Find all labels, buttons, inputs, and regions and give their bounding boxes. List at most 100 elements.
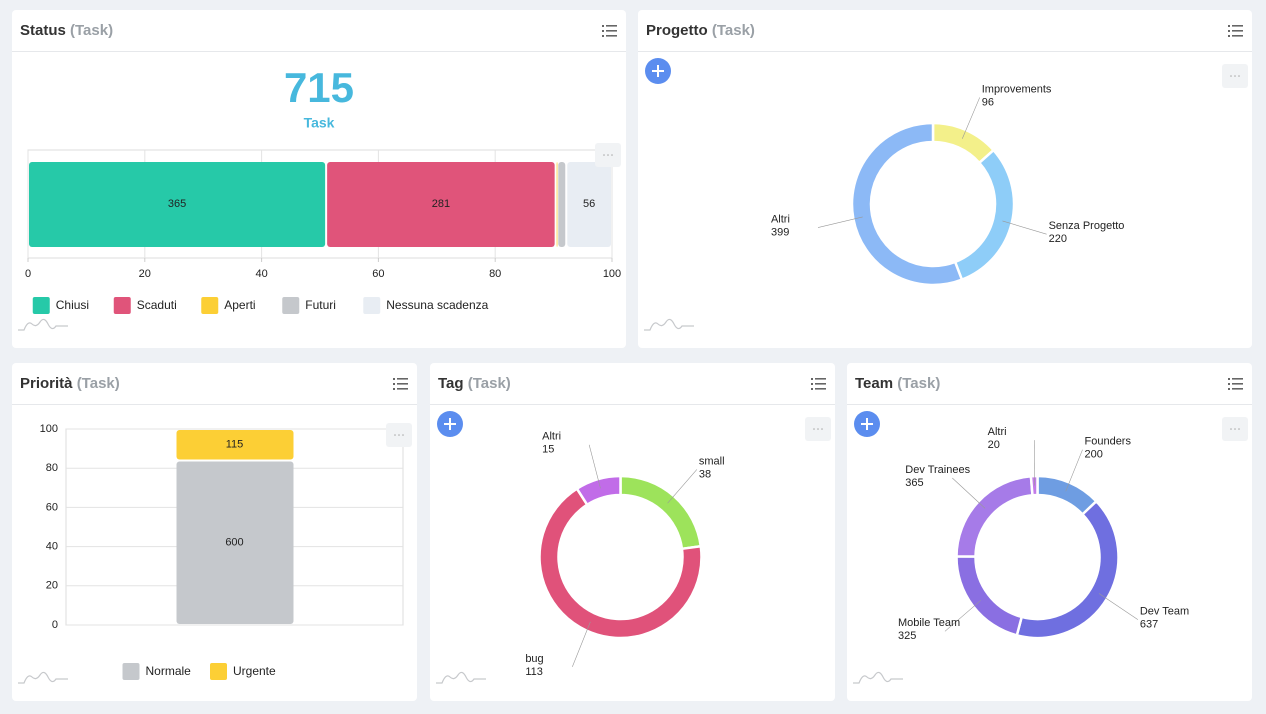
bar-segment[interactable] — [29, 162, 326, 247]
more-button[interactable] — [1222, 417, 1248, 441]
list-icon[interactable] — [1228, 378, 1243, 390]
dot — [1238, 428, 1240, 430]
more-button[interactable] — [595, 143, 621, 167]
watermark-icon — [853, 671, 903, 684]
slice-value: 220 — [1049, 233, 1067, 245]
more-button[interactable] — [1222, 64, 1248, 88]
icon-dot — [1228, 25, 1230, 27]
y-tick-label: 80 — [46, 462, 58, 474]
legend-label[interactable]: Normale — [146, 664, 192, 678]
icon-dot — [811, 388, 813, 390]
icon-line — [397, 388, 408, 390]
dot — [817, 428, 819, 430]
legend-swatch[interactable] — [32, 297, 50, 314]
slice-label: small — [699, 455, 725, 467]
icon-dot — [393, 378, 395, 380]
title-text: Status — [20, 22, 66, 39]
bar-segment[interactable] — [567, 162, 611, 247]
icon-dot — [602, 35, 604, 37]
slice-label: Altri — [988, 426, 1007, 438]
bar-value-label: 365 — [168, 198, 186, 210]
donut-slice[interactable] — [850, 121, 964, 287]
watermark-icon — [18, 318, 68, 331]
panel-title: Progetto (Task) — [646, 22, 755, 39]
dot — [398, 434, 400, 436]
panel-title: Status (Task) — [20, 22, 113, 39]
slice-value: 96 — [982, 96, 994, 108]
panel-title: Tag (Task) — [438, 375, 511, 392]
icon-dot — [1228, 35, 1230, 37]
leader-line — [572, 621, 591, 668]
icon-dot — [1228, 388, 1230, 390]
donut-slice[interactable] — [1029, 474, 1039, 497]
legend-swatch[interactable] — [363, 297, 381, 314]
legend-label[interactable]: Chiusi — [56, 298, 89, 312]
legend-label[interactable]: Nessuna scadenza — [386, 298, 488, 312]
bar-segment[interactable] — [327, 162, 555, 247]
slice-label: bug — [525, 653, 543, 665]
legend-swatch[interactable] — [113, 297, 131, 314]
slice-label: Altri — [771, 213, 790, 225]
dot — [607, 154, 609, 156]
add-button[interactable] — [437, 411, 463, 437]
legend-swatch[interactable] — [122, 663, 140, 680]
add-button[interactable] — [854, 411, 880, 437]
slice-label: Dev Team — [1140, 606, 1189, 618]
bar-segment[interactable] — [556, 162, 558, 247]
legend-swatch[interactable] — [210, 663, 227, 680]
icon-line — [606, 30, 617, 32]
dot — [1230, 428, 1232, 430]
bar-segment[interactable] — [558, 162, 566, 247]
dot — [1234, 75, 1236, 77]
slice-label: Improvements — [982, 83, 1052, 95]
icon-dot — [393, 383, 395, 385]
icon-line — [606, 25, 617, 27]
donut-slice[interactable] — [538, 487, 703, 640]
add-button[interactable] — [645, 58, 671, 84]
icon-dot — [1228, 30, 1230, 32]
y-tick-label: 20 — [46, 580, 58, 592]
title-subtitle: (Task) — [77, 375, 120, 392]
slice-label: Altri — [542, 431, 561, 443]
icon-dot — [602, 25, 604, 27]
dot — [394, 434, 396, 436]
legend-swatch[interactable] — [201, 297, 219, 314]
more-button[interactable] — [805, 417, 831, 441]
dot — [1234, 428, 1236, 430]
panel — [430, 363, 835, 701]
bar-segment[interactable] — [176, 430, 294, 460]
title-text: Tag — [438, 375, 464, 392]
bar-segment[interactable] — [176, 461, 294, 624]
list-icon[interactable] — [393, 378, 408, 390]
list-icon[interactable] — [1228, 25, 1243, 37]
donut-slice[interactable] — [575, 474, 622, 506]
icon-line — [1232, 25, 1243, 27]
list-icon[interactable] — [602, 25, 617, 37]
slice-value: 325 — [898, 630, 916, 642]
icon-line — [1232, 30, 1243, 32]
icon-line — [397, 383, 408, 385]
legend-label[interactable]: Aperti — [224, 298, 255, 312]
legend-label[interactable]: Futuri — [305, 298, 336, 312]
leader-line — [944, 600, 981, 632]
panel — [847, 363, 1252, 701]
legend-label[interactable]: Scaduti — [137, 298, 177, 312]
slice-label: Mobile Team — [898, 617, 960, 629]
more-button[interactable] — [386, 423, 412, 447]
dot — [402, 434, 404, 436]
dot — [603, 154, 605, 156]
dot — [1238, 75, 1240, 77]
bar-value-label: 56 — [583, 198, 595, 210]
icon-line — [1232, 388, 1243, 390]
list-icon[interactable] — [811, 378, 826, 390]
legend-swatch[interactable] — [282, 297, 300, 314]
icon-line — [1232, 383, 1243, 385]
icon-line — [1232, 35, 1243, 37]
slice-value: 365 — [905, 477, 923, 489]
panel-title: Team (Task) — [855, 375, 940, 392]
leader-line — [1065, 449, 1083, 492]
legend-label[interactable]: Urgente — [233, 664, 276, 678]
leader-line — [1098, 593, 1139, 620]
icon-dot — [1228, 378, 1230, 380]
y-tick-label: 0 — [52, 619, 58, 631]
